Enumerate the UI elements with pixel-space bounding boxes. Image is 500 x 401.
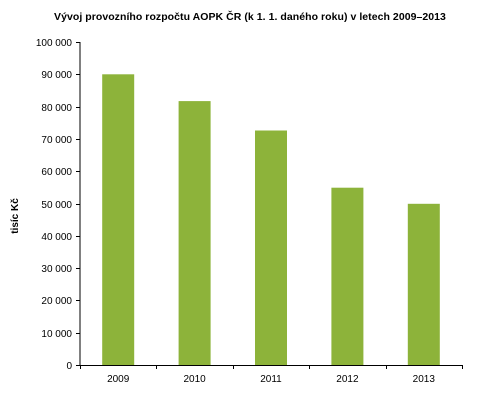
x-tick-label: 2010	[183, 374, 206, 385]
x-tick-label: 2012	[336, 374, 359, 385]
y-tick-label: 30 000	[41, 264, 72, 275]
y-tick-label: 60 000	[41, 167, 72, 178]
x-tick-label: 2011	[260, 374, 282, 385]
y-tick-label: 40 000	[41, 232, 72, 243]
y-tick-label: 20 000	[41, 296, 72, 307]
bars-layer	[102, 74, 440, 366]
y-tick-label: 90 000	[41, 70, 72, 81]
x-axis: 2009 2010 2011 2012 2013	[76, 365, 463, 385]
bar-2013	[407, 203, 440, 365]
y-tick-label: 10 000	[41, 329, 72, 340]
bar-2009	[102, 74, 135, 366]
y-axis: 0 10 000 20 000 30 000 40 000 50 000 60 000 70 …	[36, 38, 81, 372]
y-tick-label: 80 000	[41, 103, 72, 114]
y-tick-label: 70 000	[41, 135, 72, 146]
y-tick-label: 100 000	[36, 38, 73, 49]
y-tick-label: 50 000	[41, 200, 72, 211]
bar-2012	[331, 187, 364, 365]
x-tick-label: 2013	[413, 374, 436, 385]
x-tick-label: 2009	[107, 374, 130, 385]
bar-2011	[255, 130, 287, 365]
chart-title: Vývoj provozního rozpočtu AOPK ČR (k 1. …	[54, 11, 446, 23]
y-tick-label: 0	[66, 361, 72, 372]
y-axis-label: tisíc Kč	[10, 198, 21, 234]
bar-2010	[178, 101, 211, 365]
